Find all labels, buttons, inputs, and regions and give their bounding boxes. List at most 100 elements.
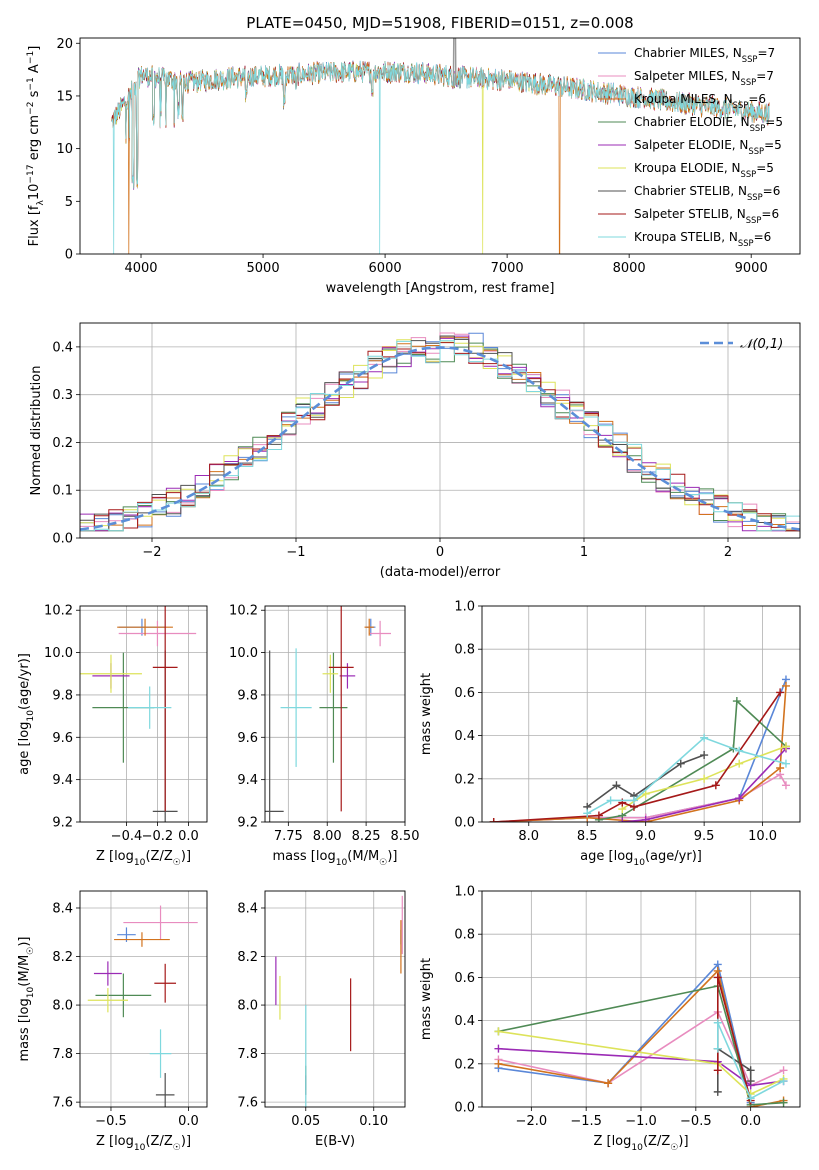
x-tick-label: 8.25 <box>352 829 381 844</box>
x-tick-label: −1.0 <box>625 1114 657 1129</box>
legend-label: Chabrier STELIB, NSSP=6 <box>634 184 780 202</box>
weight-point-marker <box>781 681 790 690</box>
axes-frame <box>481 890 801 1108</box>
weight-series-line <box>498 985 784 1106</box>
y-tick-label: 0.4 <box>454 729 475 744</box>
y-tick-label: 0.3 <box>52 388 73 403</box>
axes-frame <box>481 605 801 823</box>
weight-point-marker <box>676 759 685 768</box>
spectrum-legend: Chabrier MILES, NSSP=7 Salpeter MILES, NS… <box>598 46 783 248</box>
y-tick-label: 0.2 <box>52 436 73 451</box>
axes-frame <box>79 322 801 539</box>
y-tick-label: 0.0 <box>454 1101 475 1116</box>
x-tick-label: 0.0 <box>740 1114 761 1129</box>
x-axis-label: Z [log10(Z/Z☉)] <box>96 849 191 868</box>
figure-title: PLATE=0450, MJD=51908, FIBERID=0151, z=0… <box>246 14 633 32</box>
legend-label: Kroupa STELIB, NSSP=6 <box>634 230 771 248</box>
x-axis-label: mass [log10(M/M☉)] <box>273 849 398 868</box>
y-axis-label: Normed distribution <box>29 366 44 496</box>
weight-point-marker <box>779 1066 788 1075</box>
x-tick-label: 9000 <box>735 261 768 276</box>
plot-area <box>80 606 197 822</box>
weight-point-marker <box>735 746 744 755</box>
weight-point-marker <box>604 1079 613 1088</box>
legend-label: 𝒩(0,1) <box>740 337 783 352</box>
y-tick-label: 10.2 <box>229 604 258 619</box>
x-tick-label: 7000 <box>491 261 524 276</box>
y-tick-label: 9.8 <box>52 688 73 703</box>
plot-area <box>494 960 788 1107</box>
x-tick-label: 1 <box>580 545 588 560</box>
y-tick-label: 5 <box>65 195 73 210</box>
weight-point-marker <box>779 1098 788 1107</box>
y-tick-label: 9.4 <box>52 773 73 788</box>
plot-area <box>489 675 790 822</box>
y-tick-label: 1.0 <box>454 885 475 900</box>
weight-point-marker <box>713 1044 722 1053</box>
weight-point-marker <box>700 751 709 760</box>
x-tick-label: 0 <box>436 545 444 560</box>
x-tick-label: 8.0 <box>518 829 539 844</box>
spectrum-panel: 4000 5000 6000 7000 8000 9000 0 5 10 15 20 waveleng… <box>26 37 801 296</box>
weight-series-line <box>717 977 752 1101</box>
normal-reference-curve <box>80 346 800 531</box>
residuals-histogram-panel: −2 −1 0 1 2 0.0 0.1 0.2 0.3 0.4 (data-model)/error… <box>29 322 801 580</box>
legend-label: Salpeter STELIB, NSSP=6 <box>634 207 779 225</box>
histogram-series <box>80 335 800 532</box>
axes-frame <box>79 890 208 1108</box>
y-tick-label: 7.8 <box>237 1047 258 1062</box>
x-tick-label: −2 <box>142 545 161 560</box>
legend-label: Salpeter MILES, NSSP=7 <box>634 69 774 87</box>
weight-point-marker <box>776 764 785 772</box>
y-tick-label: 0.2 <box>454 1057 475 1072</box>
x-tick-label: −1 <box>286 545 305 560</box>
axes-frame <box>264 890 406 1108</box>
legend-label: Kroupa MILES, NSSP=6 <box>634 92 766 110</box>
y-tick-label: 9.6 <box>52 731 73 746</box>
plot-area <box>275 895 403 1107</box>
y-tick-label: 9.8 <box>237 688 258 703</box>
weight-point-marker <box>700 774 709 783</box>
weight-point-marker <box>494 1027 503 1036</box>
x-tick-label: −0.5 <box>680 1114 712 1129</box>
weight-point-marker <box>583 809 592 818</box>
weight-point-marker <box>746 1077 755 1086</box>
y-tick-label: 0.4 <box>454 1014 475 1029</box>
weight-series-line <box>598 699 787 821</box>
x-axis-label: (data-model)/error <box>380 565 501 580</box>
weight-point-marker <box>735 794 744 803</box>
weight-vs-age-panel: 8.0 8.5 9.0 9.5 10.0 0.0 0.2 0.4 0.6 0.8 1.0 age [l… <box>419 600 801 868</box>
x-tick-label: −1.5 <box>570 1114 602 1129</box>
y-tick-label: 0.8 <box>454 643 475 658</box>
mass-vs-ebv-panel: 0.05 0.10 7.6 7.8 8.0 8.2 8.4 E(B-V) <box>237 890 406 1149</box>
y-tick-label: 9.2 <box>237 816 258 831</box>
weight-vs-metallicity-panel: −2.0 −1.5 −1.0 −0.5 0.0 0.0 0.2 0.4 0.6 0.8 1.0 Z [… <box>419 885 801 1153</box>
weight-point-marker <box>713 1066 722 1075</box>
y-tick-label: 0 <box>65 248 73 263</box>
mass-vs-metallicity-panel: −0.5 0.0 7.6 7.8 8.0 8.2 8.4 Z [log10(Z/Z☉)] mas… <box>17 890 208 1153</box>
weight-point-marker <box>781 759 790 768</box>
x-axis-label: Z [log10(Z/Z☉)] <box>593 1134 688 1153</box>
weight-point-marker <box>606 796 615 805</box>
legend-label: Salpeter ELODIE, NSSP=5 <box>634 138 782 156</box>
y-tick-label: 0.8 <box>454 928 475 943</box>
y-axis-label: Flux [fλ10−17 erg cm−2 s−1 A−1] <box>26 46 46 247</box>
legend-label: Chabrier MILES, NSSP=7 <box>634 46 775 64</box>
weight-point-marker <box>618 818 627 822</box>
weight-series-line <box>717 1022 784 1100</box>
weight-point-marker <box>641 815 650 822</box>
y-tick-label: 9.4 <box>237 773 258 788</box>
weight-point-marker <box>494 1044 503 1053</box>
x-tick-label: 9.0 <box>635 829 656 844</box>
y-tick-label: 10.0 <box>44 646 73 661</box>
y-tick-label: 0.0 <box>454 816 475 831</box>
weight-point-marker <box>732 697 741 706</box>
spectrum-series-line <box>111 60 770 254</box>
weight-series-line <box>498 1047 784 1087</box>
weight-point-marker <box>713 1018 722 1027</box>
y-tick-label: 10 <box>56 142 73 157</box>
y-tick-label: 15 <box>56 89 73 104</box>
axes-frame <box>79 37 801 255</box>
weight-point-marker <box>781 781 790 790</box>
